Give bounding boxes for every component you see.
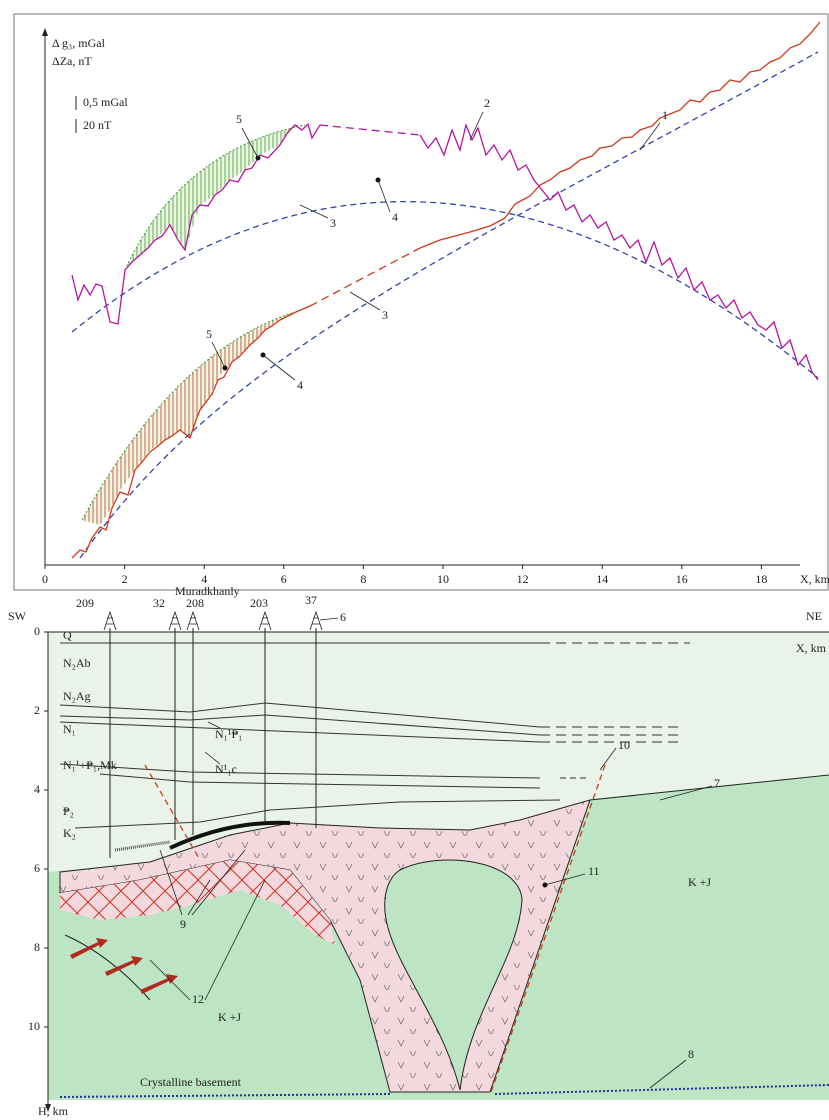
y-tick-label: 4 — [34, 782, 40, 796]
well-label: 209 — [76, 596, 94, 610]
well-label: 32 — [153, 596, 165, 610]
leader-line — [470, 112, 483, 140]
arrow — [42, 28, 48, 36]
y-tick-label: 10 — [28, 1019, 40, 1033]
shape — [259, 612, 271, 630]
x-tick-label: 16 — [676, 572, 688, 586]
y-tick-label: 8 — [34, 940, 40, 954]
y-tick-label: 6 — [34, 861, 40, 875]
axis-label: ΔZa, nT — [52, 54, 92, 68]
shape — [104, 612, 116, 630]
basement-label: Crystalline basement — [140, 1075, 242, 1089]
gravity-curve — [310, 248, 420, 306]
figure: 024681012141618 Δ g₃, mGal ΔZa, nT 0,5 m… — [0, 0, 829, 1120]
magnetic-curve — [72, 124, 320, 324]
y-tick-label: 2 — [34, 703, 40, 717]
callout: 10 — [618, 738, 630, 752]
rock-label: K +J — [218, 1010, 241, 1024]
regional-curve — [80, 52, 818, 558]
layer-label: N¹₁c — [215, 762, 237, 776]
layer-label: ₱₂ — [63, 804, 74, 818]
callout: 6 — [340, 610, 346, 624]
layer-label: N₂Ab — [63, 656, 91, 670]
callout: 2 — [484, 96, 490, 110]
x-tick-label: 12 — [517, 572, 529, 586]
top-frame — [14, 14, 828, 590]
leader-line — [263, 355, 295, 380]
x-tick-label: 10 — [437, 572, 449, 586]
axis-label: Δ g₃, mGal — [52, 36, 106, 50]
shape — [169, 612, 181, 630]
callout: 7 — [714, 776, 720, 790]
callout: 11 — [588, 864, 600, 878]
y-tick-label: 0 — [34, 624, 40, 638]
layer-label: N₁¹+₱₁,Mk — [63, 758, 117, 772]
layer-label: N₁¹₱₁ — [215, 727, 242, 741]
leader-line — [320, 618, 338, 620]
x-tick-label: 0 — [42, 572, 48, 586]
magnetic-curve — [320, 125, 420, 135]
well-label: 37 — [305, 593, 317, 607]
well-label: 208 — [186, 596, 204, 610]
callout: 4 — [297, 378, 303, 392]
shape — [187, 612, 199, 630]
layer-label: K₂ — [63, 826, 76, 840]
callout: 5 — [236, 112, 242, 126]
end-label: NE — [806, 609, 822, 623]
leader-line — [300, 205, 328, 218]
layer-label: Q — [63, 628, 72, 642]
callout: 1 — [662, 108, 668, 122]
derricks — [104, 612, 322, 630]
leader-line — [350, 292, 380, 310]
callout: 9 — [180, 917, 186, 931]
axis-label: H, km — [38, 1104, 69, 1118]
area-label: Muradkhanly — [175, 584, 240, 598]
callout: 3 — [330, 216, 336, 230]
rock-label: K +J — [688, 875, 711, 889]
callout: 5 — [206, 327, 212, 341]
scale-label: 20 nT — [83, 118, 112, 132]
x-tick-label: 18 — [755, 572, 767, 586]
end-label: SW — [8, 609, 27, 623]
anomaly-area — [82, 312, 295, 525]
callout: 8 — [688, 1047, 694, 1061]
leader-line — [378, 180, 390, 212]
magnetic-curve — [420, 125, 818, 380]
x-tick-label: 2 — [122, 572, 128, 586]
callout: 4 — [392, 210, 398, 224]
axis-label: X, km — [800, 572, 829, 586]
layer-label: N₁ — [63, 722, 76, 736]
axis-label: X, km — [796, 641, 827, 655]
x-tick-label: 14 — [596, 572, 608, 586]
scale-label: 0,5 mGal — [83, 95, 128, 109]
layer-label: N₂Ag — [63, 689, 91, 703]
depth-ticks: 0 2 4 6 8 10 — [28, 624, 48, 1033]
well-label: 203 — [250, 596, 268, 610]
callout: 12 — [192, 992, 204, 1006]
x-tick-label: 8 — [360, 572, 366, 586]
callout: 3 — [382, 308, 388, 322]
shape — [310, 612, 322, 630]
x-tick-label: 6 — [281, 572, 287, 586]
